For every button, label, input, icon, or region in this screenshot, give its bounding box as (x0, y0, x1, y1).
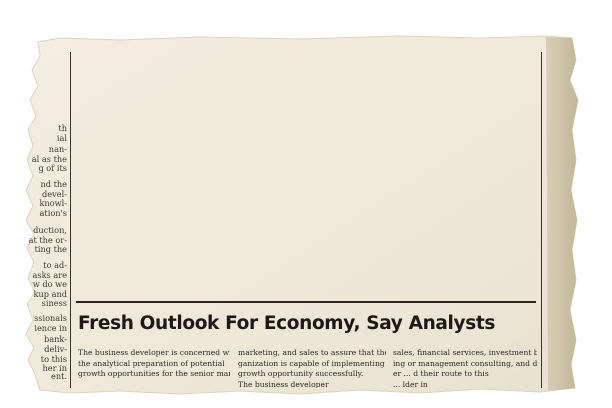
body-line: the analytical preparation of potential (78, 358, 225, 368)
paper-body (25, 35, 579, 395)
left-fragment-line: deliv- (44, 344, 67, 354)
body-line: ing or management consulting, and deliv- (393, 358, 537, 368)
right-column-rule (541, 52, 542, 388)
body-line: The business developer is concerned with (78, 348, 230, 357)
left-fragment-line: devel- (42, 189, 67, 199)
left-fragment-line: bank- (44, 334, 67, 344)
left-fragment-line: ting the (34, 244, 67, 254)
body-line: The business developer (238, 379, 329, 389)
left-fragment-line: ent. (50, 371, 67, 381)
headline: Fresh Outlook For Economy, Say Analysts (78, 313, 496, 334)
body-column-1: The business developer is concerned with… (78, 348, 230, 388)
left-fragment-line: siness (41, 298, 67, 308)
body-line: growth opportunities for the senior man- (78, 369, 230, 378)
body-line: ganization is capable of implementing th… (238, 358, 386, 368)
left-fragment-line: ial (56, 133, 67, 143)
body-line: sales, financial services, investment ba… (393, 348, 537, 357)
body-line: marketing, and sales to assure that the … (238, 348, 386, 357)
body-column-3: sales, financial services, investment ba… (393, 348, 537, 388)
left-fragment-line: asks are (32, 270, 68, 280)
left-fragment-line: ience in (34, 323, 67, 333)
body-line: ... lder in (393, 379, 428, 389)
left-fragment-line: knowl- (39, 198, 67, 208)
left-fragment-line: nd the (40, 179, 67, 189)
body-line: growth opportunity successfully. (238, 369, 364, 378)
left-fragment-line: w do we (32, 279, 67, 289)
left-fragment-line: to ad- (43, 260, 67, 270)
left-fragment-line: duction, (33, 225, 67, 235)
left-fragment-line: th (58, 123, 67, 133)
headline-rule (76, 301, 536, 303)
left-fragment-line: to this (40, 354, 67, 364)
left-column-rule (70, 52, 71, 388)
left-fragment-line: al as the (31, 154, 67, 164)
body-column-2: marketing, and sales to assure that the … (238, 348, 386, 388)
left-fragment-line: ation's (39, 208, 67, 218)
left-fragment-line: her in (42, 363, 67, 373)
left-fragment-line: g of its (38, 163, 67, 173)
right-edge-strip (546, 37, 578, 391)
left-fragment-line: nan- (48, 144, 67, 154)
left-fragment-line: at the or- (28, 235, 67, 245)
left-fragment-line: kup and (33, 289, 67, 299)
body-line: er ... d their route to this (393, 369, 489, 378)
left-fragment-line: ssionals (34, 313, 67, 323)
